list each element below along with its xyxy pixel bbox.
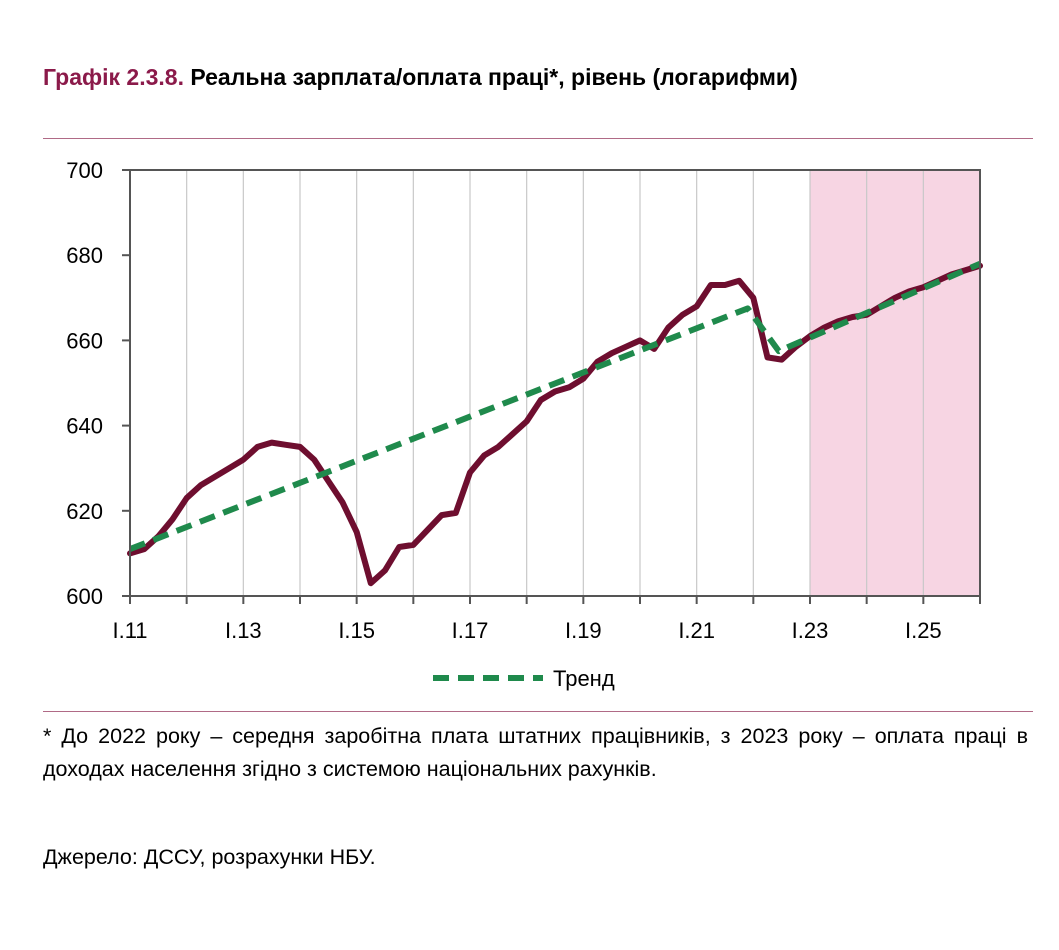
footnote: * До 2022 року – середня заробітна плата… [43,724,1028,781]
x-tick-label: I.25 [905,618,942,643]
series-actual-line [127,262,983,587]
x-tick-label: I.19 [565,618,602,643]
x-tick-label: I.17 [452,618,489,643]
legend: Тренд [433,666,615,691]
x-tick-label: I.11 [112,618,147,643]
chart-number: Графік 2.3.8. [43,64,184,90]
y-tick-label: 660 [66,328,103,353]
x-tick-label: I.23 [792,618,829,643]
chart-title-text: Реальна зарплата/оплата праці*, рівень (… [190,64,798,90]
bottom-divider [43,711,1033,712]
legend-label-trend: Тренд [553,666,615,691]
x-tick-label: I.13 [225,618,262,643]
source-note: Джерело: ДССУ, розрахунки НБУ. [43,845,376,869]
plot-frame [129,169,981,597]
y-tick-label: 600 [66,584,103,609]
line-chart: 600 620 640 660 680 700 I.11 I.13 I.15 I.17 I.19 I.… [66,158,983,691]
y-tick-label: 680 [66,243,103,268]
forecast-region [810,170,980,596]
y-tick-label: 620 [66,499,103,524]
series-trend-line [128,260,982,552]
y-tick-label: 700 [66,158,103,183]
y-tick-label: 640 [66,414,103,439]
x-tick-label: I.21 [678,618,715,643]
chart-title: Графік 2.3.8. Реальна зарплата/оплата пр… [43,61,1033,94]
top-divider [43,138,1033,139]
x-tick-label: I.15 [338,618,375,643]
